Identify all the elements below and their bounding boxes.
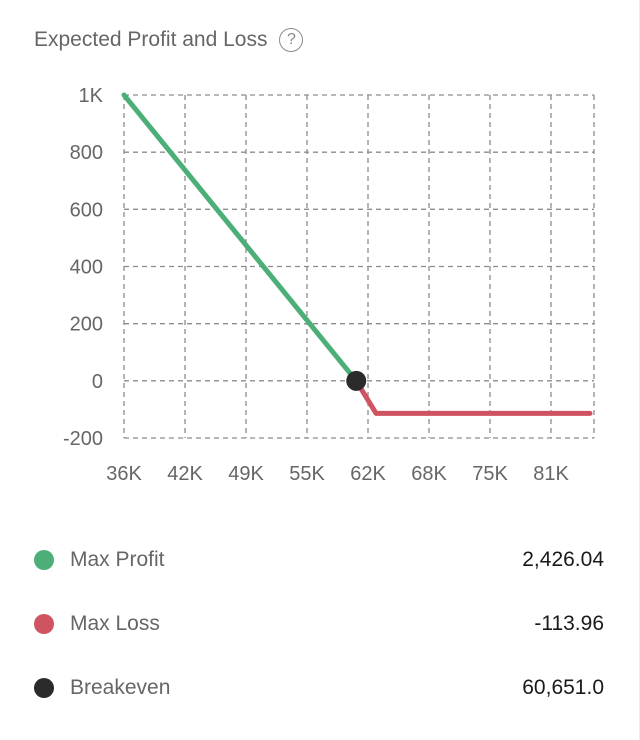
y-tick-label: 1K	[79, 85, 104, 107]
x-tick-label: 55K	[289, 463, 325, 485]
x-tick-label: 75K	[472, 463, 508, 485]
max-loss-label: Max Loss	[70, 612, 160, 635]
max-profit-value: 2,426.04	[522, 548, 604, 571]
help-icon[interactable]: ?	[279, 28, 304, 52]
y-tick-label: 0	[92, 371, 103, 393]
breakeven-point	[346, 370, 367, 391]
chart-header: Expected Profit and Loss ?	[34, 28, 304, 52]
max-loss-value: -113.96	[534, 612, 604, 635]
y-tick-label: 800	[70, 142, 103, 164]
legend-breakeven: Breakeven 60,651.0	[34, 673, 604, 703]
max-profit-label: Max Profit	[70, 548, 165, 571]
x-tick-label: 68K	[411, 463, 447, 485]
x-tick-label: 36K	[106, 463, 142, 485]
y-tick-label: 600	[70, 199, 103, 221]
y-tick-label: -200	[63, 428, 103, 450]
profit-series-line	[121, 92, 359, 384]
y-tick-label: 400	[70, 257, 103, 279]
breakeven-label: Breakeven	[70, 676, 171, 699]
y-tick-label: 200	[70, 314, 103, 336]
x-tick-label: 49K	[228, 463, 264, 485]
max-profit-dot	[34, 550, 54, 570]
max-loss-dot	[34, 614, 54, 634]
chart-title: Expected Profit and Loss	[34, 28, 268, 51]
breakeven-dot	[34, 678, 54, 698]
x-tick-label: 81K	[533, 463, 569, 485]
legend-max-profit: Max Profit 2,426.04	[34, 545, 604, 575]
x-tick-label: 42K	[167, 463, 203, 485]
legend-max-loss: Max Loss -113.96	[34, 609, 604, 639]
loss-series-line	[353, 378, 593, 416]
x-tick-label: 62K	[350, 463, 386, 485]
breakeven-value: 60,651.0	[522, 676, 604, 699]
